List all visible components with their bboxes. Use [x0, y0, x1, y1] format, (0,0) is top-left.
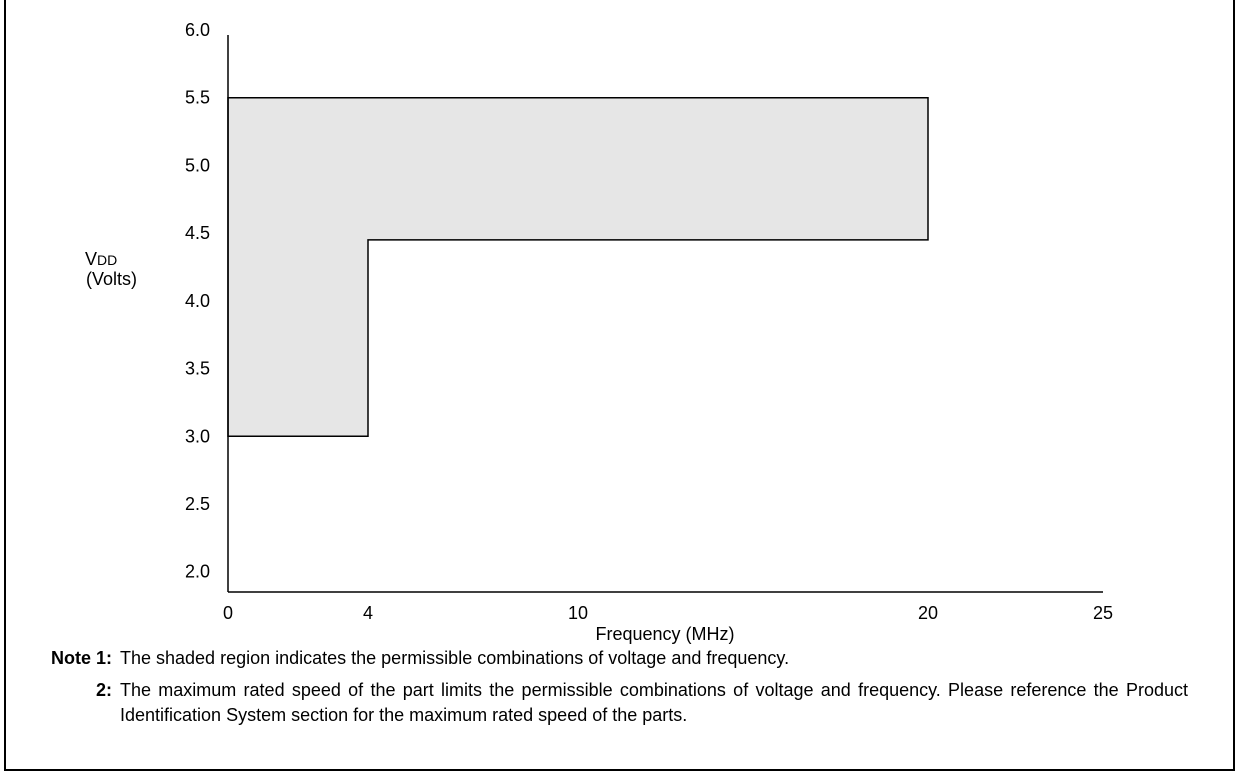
y-tick-label: 4.0	[185, 291, 210, 311]
x-tick-label: 20	[918, 603, 938, 623]
note-2-text: The maximum rated speed of the part limi…	[120, 680, 1188, 725]
figure-frame	[4, 0, 1235, 771]
x-tick-label: 4	[363, 603, 373, 623]
y-tick-label: 5.5	[185, 88, 210, 108]
y-tick-label: 5.0	[185, 155, 210, 175]
y-tick-label: 6.0	[185, 20, 210, 40]
note-2-label: 2:	[95, 680, 112, 700]
y-tick-label: 3.5	[185, 359, 210, 379]
y-tick-label: 3.0	[185, 426, 210, 446]
note-1-text: The shaded region indicates the permissi…	[120, 648, 790, 668]
y-tick-label: 2.0	[185, 562, 210, 582]
y-axis-label-units: (Volts)	[86, 269, 137, 289]
x-tick-label: 25	[1093, 603, 1113, 623]
x-tick-label: 0	[223, 603, 233, 623]
permissible-region	[227, 96, 929, 438]
note-1: Note 1: The shaded region indicates the …	[20, 646, 1188, 671]
y-tick-label: 4.5	[185, 223, 210, 243]
x-tick-label: 10	[568, 603, 588, 623]
note-1-label: Note 1:	[50, 648, 112, 668]
y-axis-label-main: VDD	[85, 249, 117, 269]
y-tick-label: 2.5	[185, 494, 210, 514]
x-axis-label: Frequency (MHz)	[595, 624, 734, 644]
note-2: 2: The maximum rated speed of the part l…	[20, 678, 1188, 728]
